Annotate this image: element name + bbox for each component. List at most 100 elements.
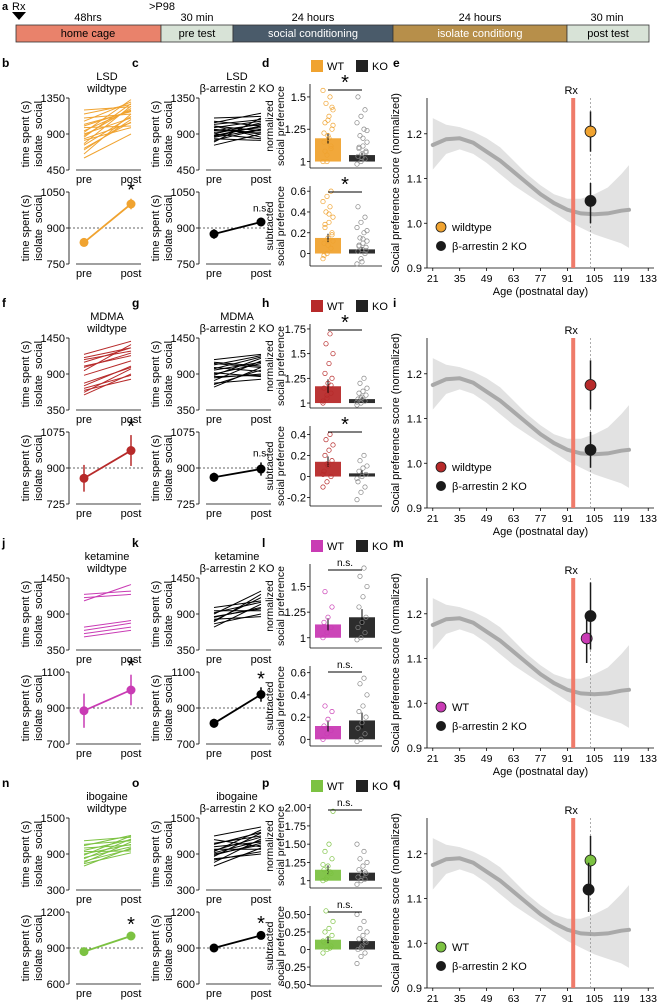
legend-swatch-wt (311, 60, 323, 72)
legend-marker-ko (436, 481, 446, 491)
data-point (321, 139, 327, 145)
x-tick-label: 63 (508, 273, 520, 285)
x-axis: pre post (76, 743, 141, 760)
y-tick-label: 0 (300, 472, 306, 484)
y-tick-label: 600 (47, 979, 65, 991)
x-tick-label-post: post (251, 414, 272, 426)
data-point (357, 925, 363, 932)
legend-label-ko: KO (372, 781, 388, 793)
subject-line (213, 356, 262, 370)
data-point (364, 139, 370, 145)
x-tick-label: 63 (508, 753, 520, 765)
y-tick-label: 0.50 (285, 909, 306, 921)
data-point (330, 214, 336, 220)
subject-line (213, 138, 262, 141)
y-tick-label: 0 (300, 734, 306, 746)
y-tick-label: 1.75 (285, 324, 306, 336)
y-tick-label: 1.2 (407, 849, 422, 861)
data-point (357, 235, 363, 241)
panel-title-genotype: wildtype (86, 563, 127, 575)
y-axis-label: social preference (275, 806, 287, 886)
legend-label-ko: β-arrestin 2 KO (452, 241, 527, 253)
x-tick-label-pre: pre (76, 988, 92, 1000)
wildtype-point (584, 125, 597, 138)
y-axis-isolate-label: isolate (163, 949, 175, 981)
y-axis-isolate-label: isolate (33, 949, 45, 981)
y-axis-label: time spent (s) (20, 675, 32, 742)
y-axis-social-label: social (163, 581, 175, 609)
wildtype-point (580, 632, 593, 645)
data-point (328, 870, 334, 876)
duration-label: 30 min (180, 12, 213, 24)
subject-line (83, 846, 132, 859)
legend-label-ko: β-arrestin 2 KO (452, 721, 527, 733)
panel-letter-j: j (1, 536, 5, 550)
data-point (324, 461, 330, 467)
y-tick-label: 1.2 (407, 369, 422, 381)
panel-letter-a: a (2, 1, 9, 13)
y-axis-social-label: social (33, 341, 45, 369)
y-tick-label: 750 (177, 259, 195, 271)
x-axis: pre post (76, 409, 142, 426)
data-point (326, 211, 332, 217)
y-axis-label: social preference (275, 326, 287, 406)
y-axis-label: time spent (s) (20, 195, 32, 262)
mean-line (213, 934, 262, 949)
y-axis-social-label: social (33, 821, 45, 849)
subject-line (83, 629, 132, 638)
y-tick-label: 725 (47, 499, 65, 511)
subject-line (213, 374, 262, 378)
y-tick-label: 1.2 (407, 609, 422, 621)
significance-mark: * (127, 656, 135, 678)
panel-title-genotype: wildtype (86, 83, 127, 95)
y-tick-label: 900 (47, 943, 65, 955)
panel-letter-m: m (393, 536, 404, 550)
panel-title-drug: ketamine (215, 551, 260, 563)
x-tick-label: 21 (427, 273, 439, 285)
panel-letter-b: b (2, 56, 9, 70)
y-tick-label: 350 (47, 645, 65, 657)
data-point (325, 242, 331, 248)
subject-line (83, 106, 132, 111)
data-point (359, 720, 365, 726)
significance-mark: * (127, 416, 135, 438)
x-tick-label: 133 (639, 273, 657, 285)
data-point (363, 614, 369, 620)
x-tick-label: 119 (613, 993, 630, 1005)
data-point (363, 870, 369, 876)
x-axis: pre post (76, 169, 141, 186)
panel-letter-f: f (2, 296, 7, 310)
phase-label: home cage (61, 28, 115, 40)
significance-mark: * (257, 913, 265, 935)
y-tick-label: 0.4 (291, 429, 306, 441)
x-tick-label-post: post (121, 414, 142, 426)
data-point (355, 874, 361, 880)
subject-line (213, 853, 262, 860)
y-tick-label: 0.2 (291, 712, 306, 724)
panel-title-genotype: β-arrestin 2 KO (200, 563, 275, 575)
panel-letter-n: n (2, 776, 9, 790)
x-tick-label: 63 (508, 993, 520, 1005)
data-point (324, 395, 330, 401)
x-tick-label-pre: pre (206, 654, 222, 666)
data-point (363, 247, 369, 253)
x-tick-label: 91 (562, 513, 574, 525)
data-point (326, 447, 332, 453)
data-point (359, 473, 365, 480)
x-tick-label-pre: pre (206, 174, 222, 186)
y-tick-label: 1 (300, 633, 306, 645)
legend-label-wt: WT (452, 702, 469, 714)
y-tick-label: 0.4 (291, 690, 306, 702)
y-tick-label: 1500 (171, 813, 195, 825)
y-tick-label: 1200 (41, 907, 65, 919)
y-tick-label: 900 (177, 369, 195, 381)
y-tick-label: 725 (177, 499, 195, 511)
y-axis-social-label: social (163, 341, 175, 369)
subject-line (213, 112, 262, 124)
data-point (325, 235, 331, 241)
data-point (324, 158, 330, 165)
legend-swatch-ko (356, 540, 368, 552)
panel-title-drug: ibogaine (216, 791, 258, 803)
x-axis: pre post (206, 649, 271, 666)
legend-swatch-ko (356, 300, 368, 312)
